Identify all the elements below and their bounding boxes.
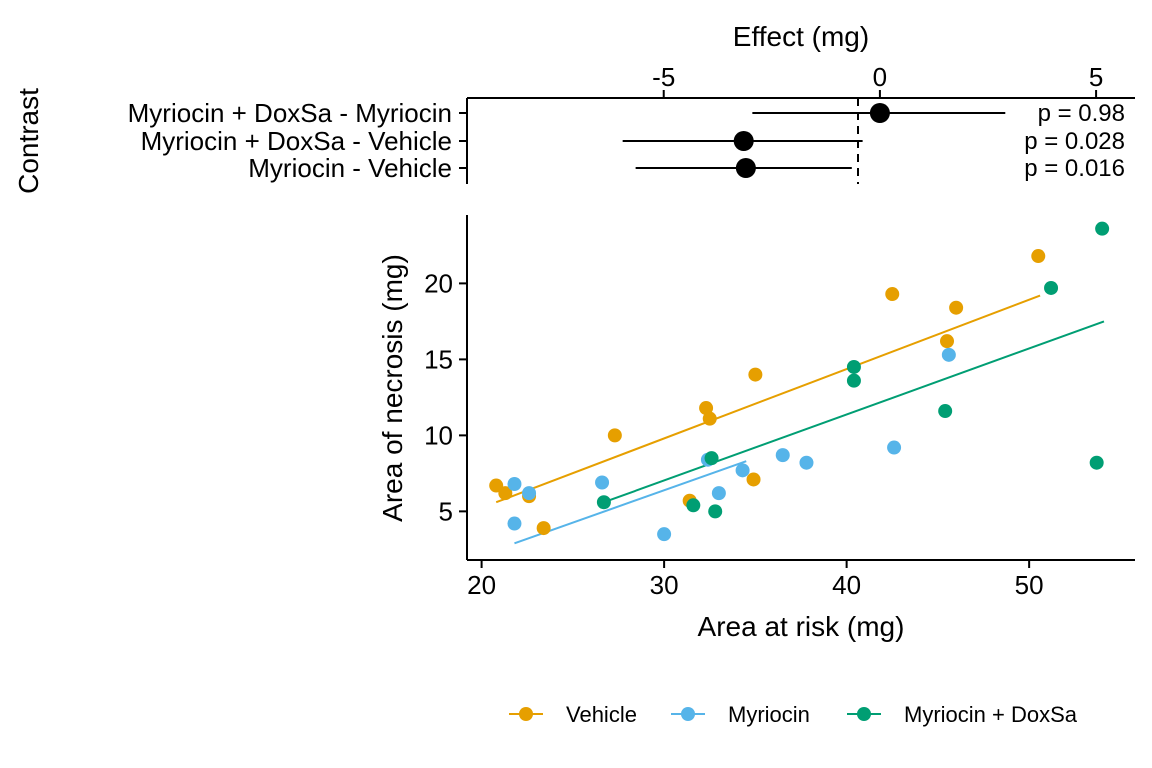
legend-item-vehicle: Vehicle <box>509 702 637 727</box>
y-tick-label: 20 <box>424 268 453 298</box>
estimate-point <box>733 131 754 151</box>
contrast-row-myriocin-doxsa-myriocin: Myriocin + DoxSa - Myriocin p = 0.98 <box>128 98 1125 128</box>
data-point <box>746 472 761 487</box>
data-point <box>735 463 750 478</box>
data-point <box>596 495 611 510</box>
data-point <box>1044 280 1059 295</box>
data-point <box>607 428 622 443</box>
data-point <box>498 486 513 501</box>
series-myriocin <box>507 347 956 542</box>
series-vehicle <box>489 249 1046 536</box>
x-axis-title: Area at risk (mg) <box>698 611 905 642</box>
contrast-row-myriocin-vehicle: Myriocin - Vehicle p = 0.016 <box>248 153 1125 183</box>
data-point <box>938 404 953 419</box>
legend: Vehicle Myriocin Myriocin + DoxSa <box>509 702 1078 727</box>
effect-axis-ticks: -5 0 5 <box>652 62 1103 98</box>
data-point <box>940 334 955 349</box>
legend-key-point <box>857 707 871 721</box>
data-point <box>748 367 763 382</box>
effect-tick-label: -5 <box>652 62 675 92</box>
y-tick-label: 5 <box>439 496 453 526</box>
legend-item-myriocin: Myriocin <box>671 702 810 727</box>
scatter-panel: 20 30 40 50 5 10 15 20 Area at risk (mg) Area … <box>377 215 1135 642</box>
p-value-label: p = 0.028 <box>1024 128 1125 155</box>
data-point <box>702 411 717 426</box>
estimate-point <box>735 158 756 178</box>
contrast-label: Myriocin + DoxSa - Myriocin <box>128 98 452 128</box>
data-point <box>887 440 902 455</box>
legend-item-myriocin-doxsa: Myriocin + DoxSa <box>847 702 1078 727</box>
contrast-label: Myriocin + DoxSa - Vehicle <box>141 126 452 156</box>
fit-line-myriocin-doxsa <box>603 320 1105 504</box>
fit-line-vehicle <box>495 294 1041 504</box>
p-value-label: p = 0.98 <box>1038 100 1125 127</box>
legend-key-point <box>519 707 533 721</box>
y-axis-title: Area of necrosis (mg) <box>377 254 408 522</box>
data-point <box>846 359 861 374</box>
x-tick-label: 20 <box>467 570 496 600</box>
data-point <box>657 527 672 542</box>
data-point <box>885 287 900 302</box>
contrast-label: Myriocin - Vehicle <box>248 153 452 183</box>
data-point <box>941 347 956 362</box>
x-tick-label: 30 <box>650 570 679 600</box>
y-tick-label: 10 <box>424 420 453 450</box>
contrast-panel: Effect (mg) Contrast -5 0 5 Myriocin + Dox… <box>13 21 1135 194</box>
y-tick-label: 15 <box>424 344 453 374</box>
data-point <box>799 455 814 470</box>
effect-tick-label: 0 <box>873 62 887 92</box>
effect-tick-label: 5 <box>1089 62 1103 92</box>
p-value-label: p = 0.016 <box>1024 155 1125 182</box>
legend-label: Myriocin + DoxSa <box>904 702 1078 727</box>
y-axis-ticks: 5 10 15 20 <box>424 268 467 526</box>
data-point <box>704 451 719 466</box>
data-point <box>595 475 610 490</box>
data-point <box>1031 249 1046 264</box>
effect-axis-title: Effect (mg) <box>733 21 869 52</box>
contrast-axis-title: Contrast <box>13 88 44 194</box>
data-point <box>775 448 790 463</box>
data-point <box>711 486 726 501</box>
estimate-point <box>869 103 890 123</box>
data-point <box>522 486 537 501</box>
data-point <box>846 373 861 388</box>
data-point <box>1089 455 1104 470</box>
contrast-row-myriocin-doxsa-vehicle: Myriocin + DoxSa - Vehicle p = 0.028 <box>141 126 1125 156</box>
data-point <box>949 300 964 315</box>
data-point <box>708 504 723 519</box>
x-tick-label: 40 <box>832 570 861 600</box>
data-point <box>507 477 522 492</box>
x-axis-ticks: 20 30 40 50 <box>467 560 1044 600</box>
data-point <box>536 521 551 536</box>
legend-label: Vehicle <box>566 702 637 727</box>
x-tick-label: 50 <box>1015 570 1044 600</box>
fit-line-myriocin <box>514 460 747 545</box>
data-point <box>507 516 522 531</box>
data-point <box>1095 221 1110 236</box>
regression-lines <box>495 294 1105 545</box>
legend-key-point <box>681 707 695 721</box>
legend-label: Myriocin <box>728 702 810 727</box>
data-point <box>686 498 701 513</box>
data-points <box>489 221 1110 542</box>
data-point <box>699 401 714 416</box>
contrast-rows: Myriocin + DoxSa - Myriocin p = 0.98Myrio… <box>128 98 1125 183</box>
series-myriocin-doxsa <box>596 221 1110 519</box>
